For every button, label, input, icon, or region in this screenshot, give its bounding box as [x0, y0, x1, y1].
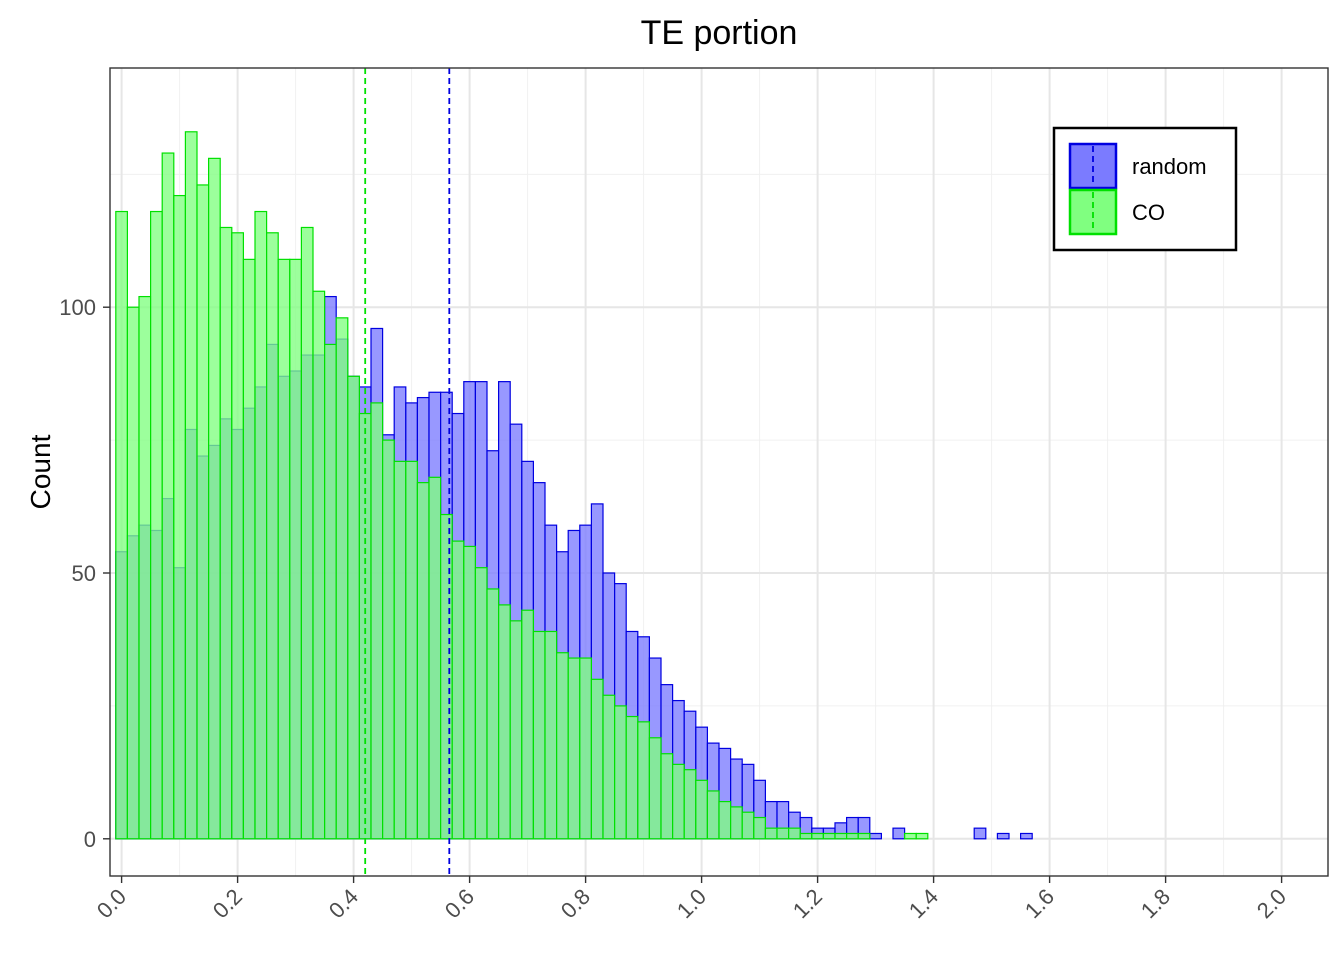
- legend-label-co: CO: [1132, 200, 1165, 225]
- bar-co: [637, 721, 650, 840]
- bar-co: [845, 832, 859, 840]
- y-tick-label: 50: [72, 561, 96, 586]
- bar-co: [370, 402, 384, 840]
- bar-random: [973, 827, 987, 840]
- bar-co: [555, 652, 569, 840]
- bar-co: [254, 210, 268, 840]
- bar-co: [915, 832, 929, 840]
- x-tick-label: 0.0: [92, 884, 131, 923]
- bar-co: [718, 800, 732, 840]
- bar-co: [498, 604, 511, 840]
- y-tick-label: 0: [84, 827, 96, 852]
- x-tick-label: 0.8: [556, 884, 595, 923]
- bar-co: [602, 694, 616, 840]
- bar-co: [683, 769, 697, 840]
- bar-co: [590, 678, 604, 840]
- bar-co: [706, 790, 720, 840]
- bar-co: [764, 827, 778, 840]
- plot-panel-border: [109, 67, 1329, 877]
- bar-co: [567, 657, 581, 840]
- bar-co: [741, 811, 755, 840]
- bar-co: [115, 210, 129, 840]
- x-tick-label: 0.2: [208, 884, 247, 923]
- bar-co: [695, 779, 708, 840]
- bar-co: [324, 343, 337, 840]
- bar-co: [463, 545, 476, 840]
- bar-co: [532, 630, 546, 840]
- mean-lines: [364, 68, 451, 876]
- bar-co: [416, 482, 430, 840]
- bar-co: [799, 832, 813, 840]
- bar-co: [289, 258, 302, 840]
- bar-random: [1019, 832, 1033, 840]
- bar-random: [869, 832, 882, 840]
- bar-co: [266, 232, 279, 840]
- bar-co: [648, 737, 662, 840]
- bar-co: [834, 832, 848, 840]
- x-axis: 0.0 0.2 0.4 0.6 0.8 1.0 1.2 1.4 1.6 1.8 2.0: [92, 876, 1291, 923]
- bar-co: [358, 412, 372, 840]
- bar-random: [996, 832, 1010, 840]
- bar-co: [440, 513, 453, 840]
- bar-co: [405, 460, 418, 840]
- bar-co: [382, 439, 395, 840]
- bar-co: [184, 131, 198, 840]
- bar-co: [208, 157, 221, 840]
- bar-co: [300, 226, 314, 840]
- bar-co: [161, 152, 175, 840]
- series-co-bars: [115, 131, 929, 840]
- x-tick-label: 0.4: [324, 884, 363, 923]
- x-tick-label: 1.8: [1136, 884, 1175, 923]
- bar-co: [521, 609, 534, 840]
- legend: random CO: [1052, 126, 1238, 252]
- x-tick-label: 0.6: [440, 884, 479, 923]
- bar-co: [857, 832, 871, 840]
- bar-random: [892, 827, 906, 840]
- bar-co: [787, 827, 801, 840]
- chart-title: TE portion: [641, 14, 798, 52]
- bar-co: [126, 306, 140, 840]
- x-tick-label: 2.0: [1252, 884, 1291, 923]
- bar-co: [451, 540, 465, 840]
- legend-label-random: random: [1132, 154, 1207, 179]
- x-tick-label: 1.2: [788, 884, 827, 923]
- y-axis: 0 50 100: [59, 295, 110, 852]
- bar-co: [428, 476, 442, 840]
- bar-co: [671, 763, 685, 840]
- x-tick-label: 1.6: [1020, 884, 1059, 923]
- bar-co: [138, 295, 152, 840]
- bar-co: [242, 258, 256, 840]
- bar-co: [219, 226, 233, 840]
- bar-co: [474, 567, 488, 840]
- y-axis-label: Count: [25, 434, 56, 509]
- bar-co: [277, 258, 291, 840]
- bar-co: [753, 816, 766, 840]
- bar-co: [579, 657, 592, 840]
- bar-co: [544, 630, 558, 840]
- x-tick-label: 1.0: [672, 884, 711, 923]
- bar-co: [903, 832, 917, 840]
- bar-co: [196, 184, 210, 840]
- bar-co: [150, 210, 163, 840]
- bar-co: [347, 375, 360, 840]
- x-tick-label: 1.4: [904, 884, 943, 923]
- bar-co: [486, 588, 500, 840]
- bar-co: [312, 290, 326, 840]
- y-tick-label: 100: [59, 295, 96, 320]
- bar-co: [729, 806, 743, 840]
- bar-co: [173, 194, 187, 840]
- bar-co: [660, 753, 674, 840]
- bar-co: [231, 232, 245, 840]
- bar-co: [335, 317, 349, 840]
- bar-co: [776, 827, 790, 840]
- bar-co: [393, 460, 407, 840]
- bar-co: [509, 620, 523, 840]
- bar-co: [822, 832, 836, 840]
- bar-co: [613, 705, 627, 840]
- bar-co: [625, 715, 639, 840]
- bar-co: [811, 832, 824, 840]
